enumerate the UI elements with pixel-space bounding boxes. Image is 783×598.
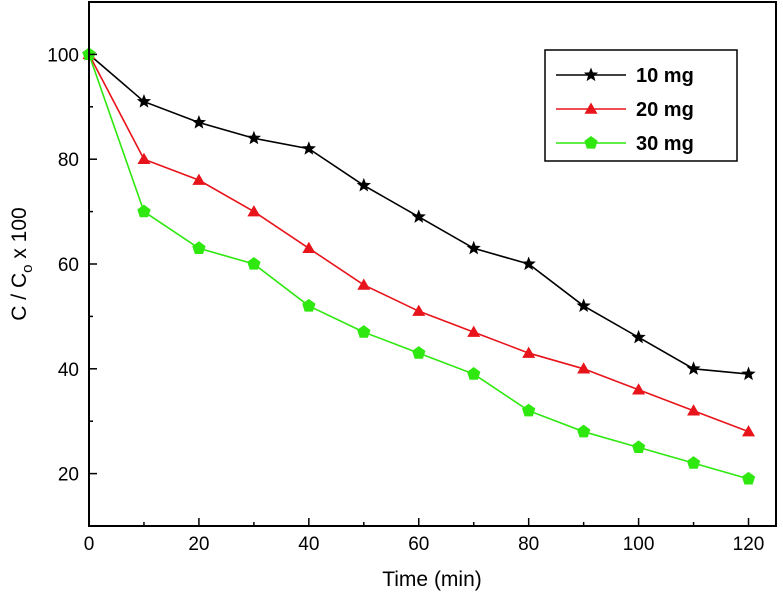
legend-entry: 30 mg bbox=[556, 133, 694, 155]
data-point bbox=[686, 361, 701, 375]
data-point bbox=[686, 456, 701, 469]
axis-ticks: 0 20 40 60 80 100 120 20 40 60 80 100 bbox=[47, 45, 764, 555]
y-axis-title: C / Co x 100 bbox=[8, 207, 36, 320]
legend-entry: 20 mg bbox=[556, 99, 694, 121]
data-point bbox=[357, 325, 371, 338]
data-point bbox=[412, 346, 426, 359]
legend-marker bbox=[583, 67, 599, 82]
x-axis-title: Time (min) bbox=[382, 568, 482, 591]
x-tick-label: 100 bbox=[623, 534, 655, 555]
x-tick-label: 40 bbox=[298, 534, 319, 555]
legend-label: 30 mg bbox=[636, 133, 694, 155]
x-tick-label: 0 bbox=[84, 534, 95, 555]
legend-marker bbox=[584, 102, 598, 114]
data-point bbox=[522, 346, 536, 358]
legend-label: 10 mg bbox=[636, 65, 694, 87]
data-point bbox=[301, 141, 316, 155]
data-point bbox=[467, 367, 481, 380]
y-tick-label: 60 bbox=[58, 255, 79, 276]
y-axis-title-subscript: o bbox=[19, 265, 36, 273]
data-point bbox=[521, 256, 536, 271]
series-layer bbox=[81, 46, 756, 485]
y-tick-label: 40 bbox=[58, 360, 79, 381]
x-tick-label: 20 bbox=[188, 534, 209, 555]
data-point bbox=[741, 366, 756, 381]
data-point bbox=[302, 298, 316, 312]
legend-marker bbox=[584, 136, 598, 149]
data-point bbox=[467, 325, 481, 337]
data-point bbox=[632, 383, 646, 395]
y-tick-label: 20 bbox=[58, 465, 79, 486]
data-point bbox=[137, 152, 151, 164]
data-point bbox=[741, 471, 756, 485]
legend: 10 mg 20 mg 30 mg bbox=[544, 49, 738, 162]
data-point bbox=[631, 329, 646, 344]
data-point bbox=[356, 177, 371, 192]
data-point bbox=[576, 298, 591, 312]
y-axis-title-tail: x 100 bbox=[8, 207, 31, 264]
data-point bbox=[687, 404, 701, 416]
data-point bbox=[247, 205, 261, 217]
data-point bbox=[412, 304, 426, 316]
data-point bbox=[357, 278, 371, 290]
data-point bbox=[411, 209, 426, 223]
data-point bbox=[742, 425, 756, 437]
data-point bbox=[576, 424, 591, 438]
series-30-mg bbox=[82, 47, 756, 485]
x-tick-label: 120 bbox=[733, 534, 765, 555]
data-point bbox=[631, 440, 646, 454]
data-point bbox=[136, 94, 152, 108]
legend-entry: 10 mg bbox=[556, 65, 694, 87]
x-tick-label: 60 bbox=[408, 534, 429, 555]
data-point bbox=[137, 204, 151, 218]
data-point bbox=[192, 173, 206, 185]
data-point bbox=[192, 241, 206, 254]
y-tick-label: 80 bbox=[58, 150, 79, 171]
data-point bbox=[246, 130, 262, 145]
x-tick-label: 80 bbox=[518, 534, 539, 555]
data-point bbox=[302, 241, 316, 254]
series-20-mg bbox=[82, 47, 756, 437]
y-axis-title-main: C / C bbox=[8, 273, 31, 321]
data-point bbox=[522, 403, 536, 417]
data-point bbox=[191, 115, 207, 129]
data-point bbox=[577, 362, 591, 374]
data-point bbox=[247, 257, 261, 270]
legend-label: 20 mg bbox=[636, 99, 694, 121]
y-tick-label: 100 bbox=[47, 45, 79, 66]
data-point bbox=[466, 240, 481, 255]
